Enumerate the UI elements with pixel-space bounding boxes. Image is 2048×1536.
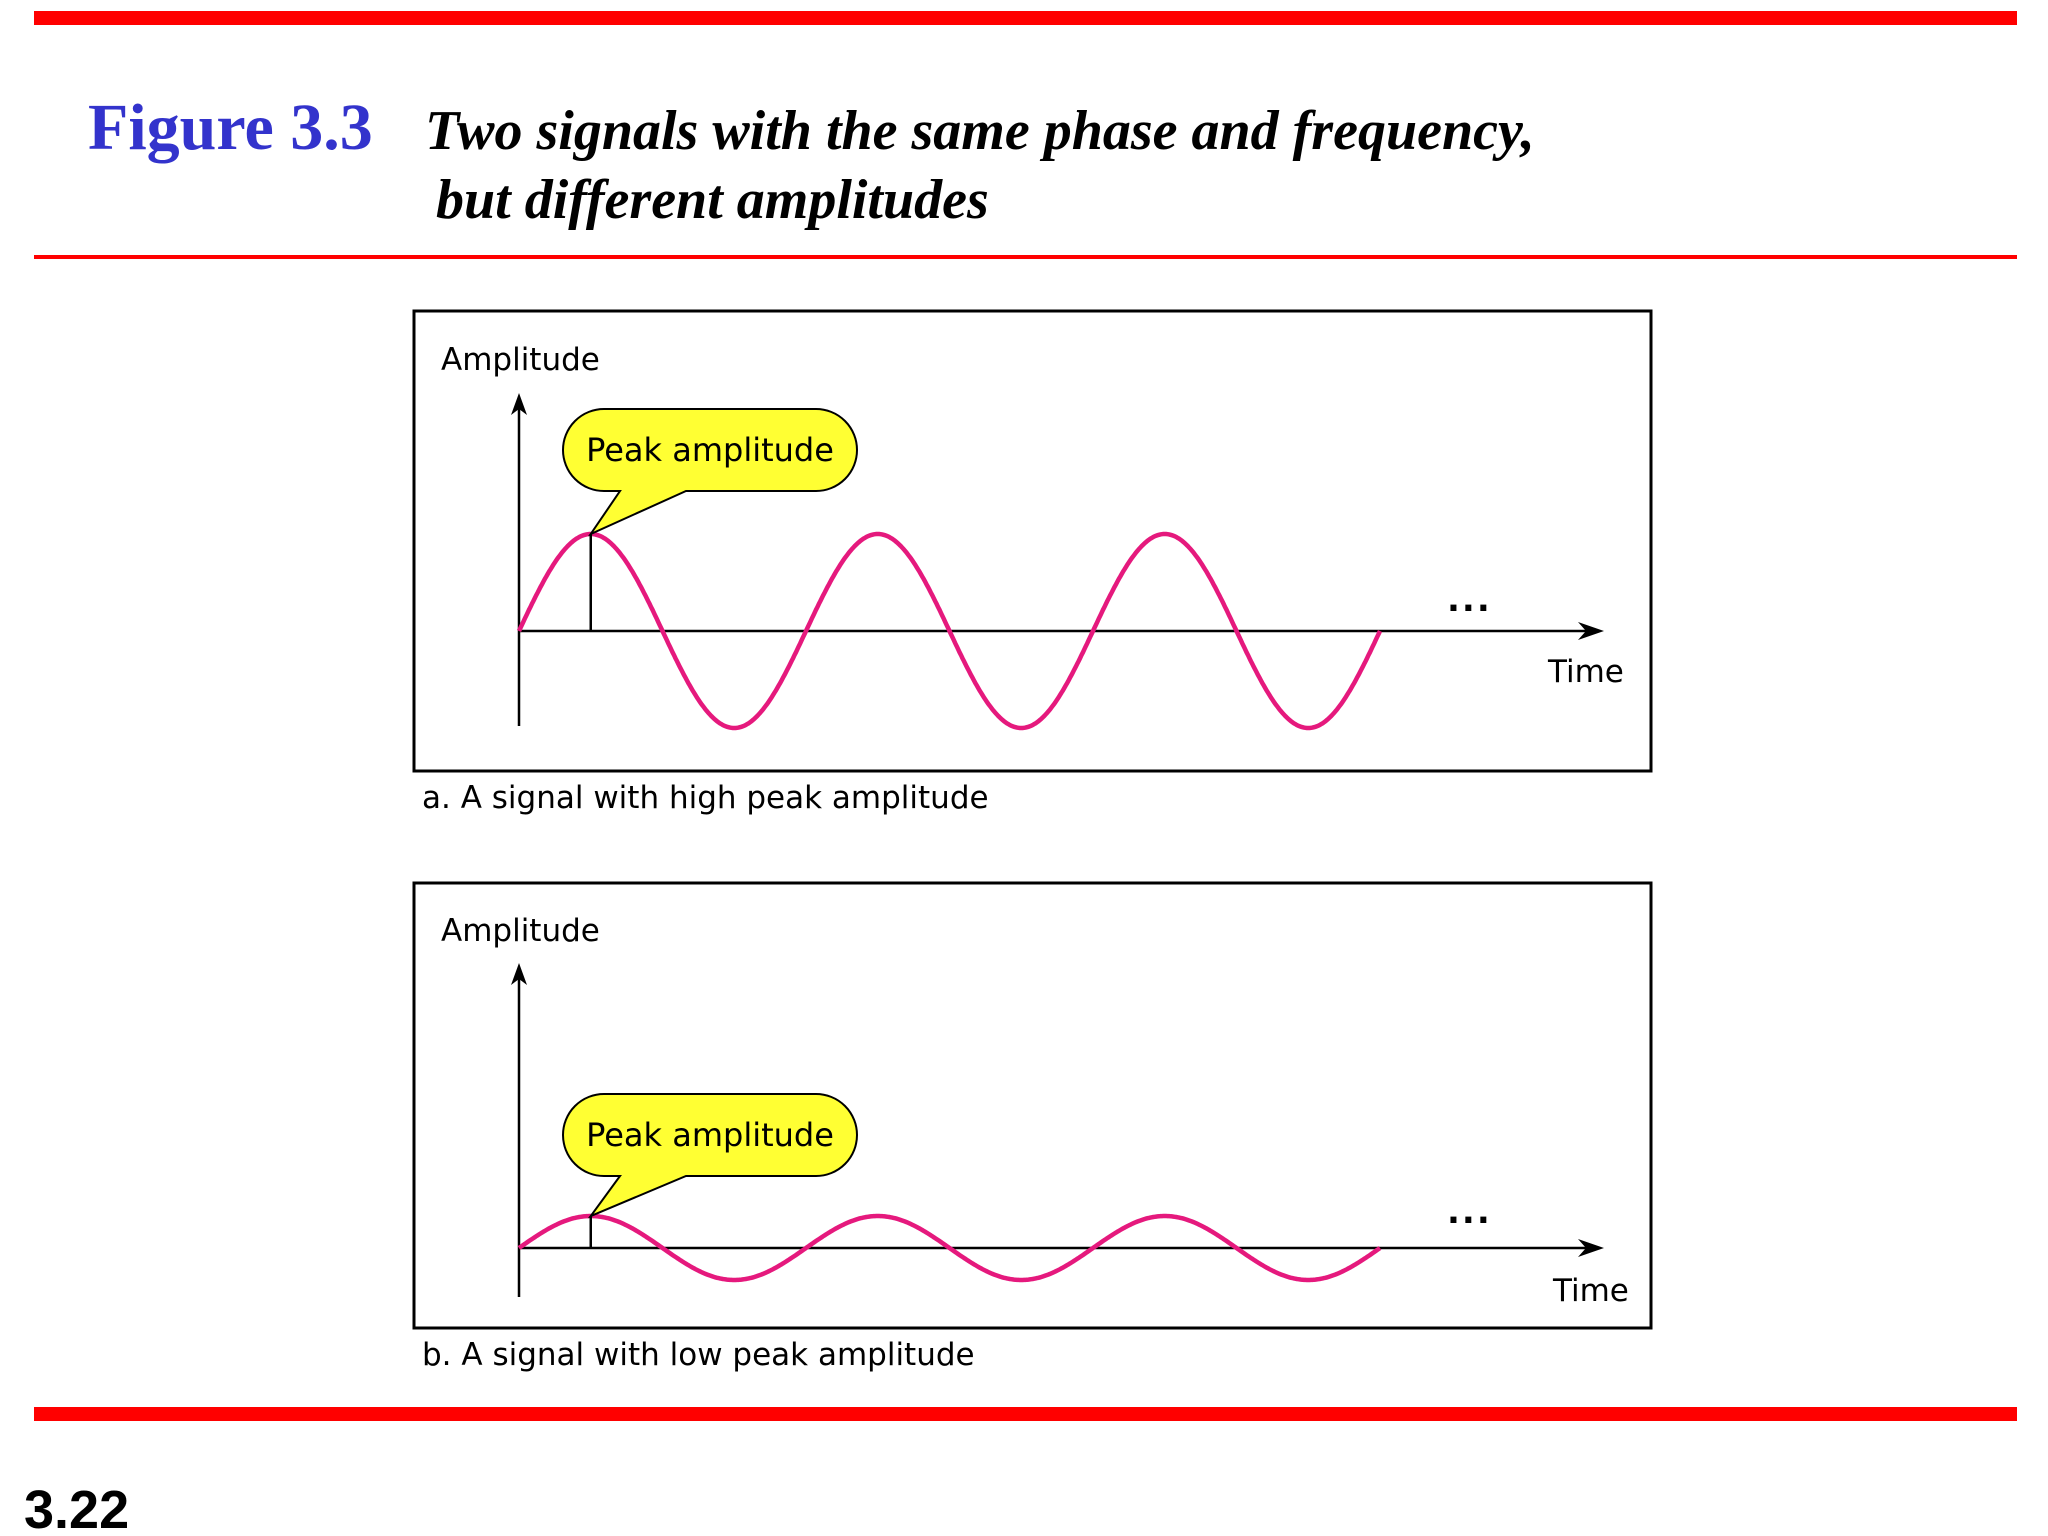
- callout-bubble: [562, 408, 858, 537]
- x-axis-label: Time: [1547, 654, 1624, 690]
- y-axis-arrow: [511, 963, 527, 985]
- y-axis-label: Amplitude: [441, 913, 600, 949]
- title-rule: [34, 255, 2017, 259]
- continuation-dots: ...: [1447, 580, 1492, 620]
- title-line: but different amplitudes: [436, 169, 989, 231]
- page-number: 3.22: [24, 1480, 129, 1536]
- panels: Amplitude Time... Peak amplitude a. A signa…: [412, 309, 1653, 1373]
- y-axis-label: Amplitude: [441, 342, 600, 378]
- callout-label: Peak amplitude: [586, 431, 834, 469]
- sine-wave: [516, 531, 1383, 731]
- y-axis-arrow: [511, 393, 527, 415]
- signal-panel: Amplitude Time... Peak amplitude b. A signa…: [412, 881, 1653, 1373]
- panel-caption: b. A signal with low peak amplitude: [422, 1337, 975, 1373]
- x-axis-arrow: [1578, 622, 1604, 640]
- signal-panel: Amplitude Time... Peak amplitude a. A signa…: [412, 309, 1653, 816]
- figure-label: Figure 3.3: [88, 91, 373, 164]
- callout-label: Peak amplitude: [586, 1116, 834, 1154]
- panel-caption: a. A signal with high peak amplitude: [422, 780, 989, 816]
- panel-frame: [412, 309, 1653, 773]
- x-axis-label: Time: [1552, 1273, 1629, 1309]
- x-axis-arrow: [1578, 1239, 1604, 1257]
- title-line: Two signals with the same phase and freq…: [425, 100, 1535, 162]
- callout-bubble: [562, 1093, 858, 1219]
- continuation-dots: ...: [1447, 1192, 1492, 1232]
- sine-wave: [517, 1213, 1382, 1283]
- bottom-rule: [34, 1407, 2017, 1421]
- top-rule: [34, 11, 2017, 25]
- panel-frame: [412, 881, 1653, 1330]
